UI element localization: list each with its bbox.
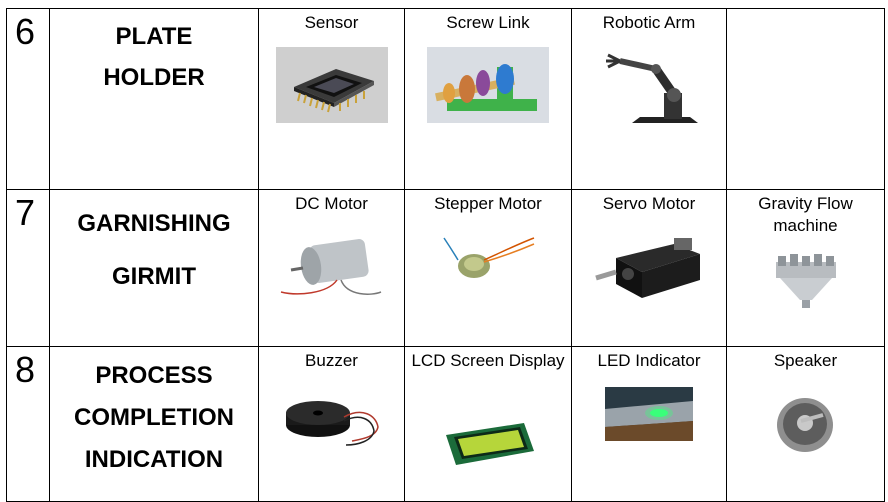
- component-cell: Servo Motor: [571, 189, 727, 347]
- component-cell: Sensor: [258, 8, 405, 190]
- speaker-image: [770, 393, 841, 455]
- component-cell: Buzzer: [258, 346, 405, 502]
- component-cell: LCD Screen Display: [404, 346, 572, 502]
- buzzer-image: [281, 395, 382, 451]
- function-line: PROCESS: [95, 362, 213, 389]
- function-line: GARNISHING: [77, 210, 231, 237]
- empty-cell: [726, 8, 885, 190]
- component-cell: LED Indicator: [571, 346, 727, 502]
- servo-motor-image: [592, 232, 706, 304]
- robotic-arm-image: [594, 47, 704, 131]
- table-row: 6 PLATE HOLDER Sensor: [6, 8, 885, 190]
- component-label: LED Indicator: [597, 351, 701, 370]
- component-label: Servo Motor: [602, 194, 696, 213]
- stepper-motor-image: [438, 230, 538, 286]
- gravity-flow-machine-image: [769, 252, 842, 312]
- component-cell: Screw Link: [404, 8, 572, 190]
- screw-link-image: [427, 47, 549, 123]
- component-label: Speaker: [773, 351, 838, 370]
- dc-motor-image: [276, 234, 387, 304]
- component-label: Sensor: [304, 13, 359, 32]
- component-label: Screw Link: [446, 13, 530, 32]
- function-line: GIRMIT: [112, 262, 196, 290]
- component-table: 6 PLATE HOLDER Sensor: [6, 8, 885, 502]
- function-line: PLATE: [115, 23, 193, 50]
- function-line: INDICATION: [84, 446, 224, 473]
- table-row: 7 GARNISHING GIRMIT DC Motor Stepper Mot…: [6, 189, 885, 347]
- component-label: Stepper Motor: [434, 194, 542, 213]
- function-name: GARNISHING GIRMIT: [49, 189, 259, 347]
- component-label: Gravity Flow machine: [758, 194, 853, 236]
- component-label: LCD Screen Display: [411, 351, 565, 370]
- row-number: 7: [6, 189, 50, 347]
- component-cell: Gravity Flow machine: [726, 189, 885, 347]
- sensor-chip-image: [275, 47, 388, 123]
- component-cell: Stepper Motor: [404, 189, 572, 347]
- component-cell: Speaker: [726, 346, 885, 502]
- led-indicator-image: [605, 387, 693, 441]
- component-label: Robotic Arm: [602, 13, 696, 32]
- function-name: PLATE HOLDER: [49, 8, 259, 190]
- component-cell: Robotic Arm: [571, 8, 727, 190]
- component-label: Buzzer: [305, 351, 358, 370]
- component-label: DC Motor: [295, 194, 368, 213]
- lcd-display-image: [438, 421, 538, 471]
- component-cell: DC Motor: [258, 189, 405, 347]
- function-name: PROCESS COMPLETION INDICATION: [49, 346, 259, 502]
- row-number: 6: [6, 8, 50, 190]
- table-row: 8 PROCESS COMPLETION INDICATION Buzzer L…: [6, 346, 885, 502]
- function-line: HOLDER: [103, 63, 205, 91]
- function-line: COMPLETION: [74, 404, 234, 431]
- row-number: 8: [6, 346, 50, 502]
